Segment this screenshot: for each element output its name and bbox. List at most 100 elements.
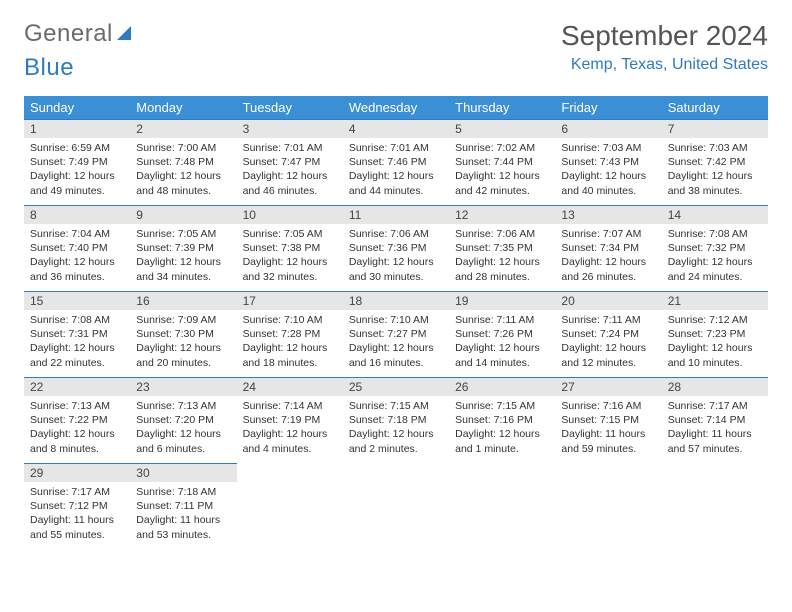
sunset-line: Sunset: 7:22 PM (30, 413, 124, 427)
daylight-line: Daylight: 12 hours and 38 minutes. (668, 169, 762, 197)
sunrise-line: Sunrise: 7:08 AM (668, 227, 762, 241)
daylight-line: Daylight: 12 hours and 12 minutes. (561, 341, 655, 369)
sunrise-line: Sunrise: 7:03 AM (668, 141, 762, 155)
daylight-line: Daylight: 11 hours and 53 minutes. (136, 513, 230, 541)
sunrise-line: Sunrise: 7:03 AM (561, 141, 655, 155)
day-body: Sunrise: 7:13 AMSunset: 7:20 PMDaylight:… (130, 396, 236, 462)
sunset-line: Sunset: 7:34 PM (561, 241, 655, 255)
day-number: 21 (662, 291, 768, 310)
daylight-line: Daylight: 12 hours and 32 minutes. (243, 255, 337, 283)
day-cell: 12Sunrise: 7:06 AMSunset: 7:35 PMDayligh… (449, 205, 555, 291)
day-number: 25 (343, 377, 449, 396)
day-cell: 11Sunrise: 7:06 AMSunset: 7:36 PMDayligh… (343, 205, 449, 291)
daylight-line: Daylight: 11 hours and 57 minutes. (668, 427, 762, 455)
sunset-line: Sunset: 7:11 PM (136, 499, 230, 513)
day-number: 10 (237, 205, 343, 224)
day-body: Sunrise: 7:10 AMSunset: 7:27 PMDaylight:… (343, 310, 449, 376)
sunrise-line: Sunrise: 7:00 AM (136, 141, 230, 155)
day-body: Sunrise: 7:12 AMSunset: 7:23 PMDaylight:… (662, 310, 768, 376)
day-cell: 30Sunrise: 7:18 AMSunset: 7:11 PMDayligh… (130, 463, 236, 549)
title-block: September 2024 Kemp, Texas, United State… (561, 20, 768, 74)
day-body: Sunrise: 7:08 AMSunset: 7:32 PMDaylight:… (662, 224, 768, 290)
sunset-line: Sunset: 7:15 PM (561, 413, 655, 427)
day-body: Sunrise: 7:16 AMSunset: 7:15 PMDaylight:… (555, 396, 661, 462)
day-cell: 28Sunrise: 7:17 AMSunset: 7:14 PMDayligh… (662, 377, 768, 463)
day-cell: 22Sunrise: 7:13 AMSunset: 7:22 PMDayligh… (24, 377, 130, 463)
daylight-line: Daylight: 12 hours and 20 minutes. (136, 341, 230, 369)
logo-word-blue: Blue (24, 54, 74, 82)
day-cell: 27Sunrise: 7:16 AMSunset: 7:15 PMDayligh… (555, 377, 661, 463)
day-number: 16 (130, 291, 236, 310)
daylight-line: Daylight: 12 hours and 26 minutes. (561, 255, 655, 283)
daylight-line: Daylight: 12 hours and 40 minutes. (561, 169, 655, 197)
sunrise-line: Sunrise: 7:12 AM (668, 313, 762, 327)
day-cell: 13Sunrise: 7:07 AMSunset: 7:34 PMDayligh… (555, 205, 661, 291)
day-body: Sunrise: 7:01 AMSunset: 7:46 PMDaylight:… (343, 138, 449, 204)
sunrise-line: Sunrise: 7:08 AM (30, 313, 124, 327)
day-cell: 24Sunrise: 7:14 AMSunset: 7:19 PMDayligh… (237, 377, 343, 463)
day-number: 1 (24, 119, 130, 138)
weekday-header: Sunday (24, 96, 130, 119)
day-body: Sunrise: 7:10 AMSunset: 7:28 PMDaylight:… (237, 310, 343, 376)
sunrise-line: Sunrise: 7:10 AM (349, 313, 443, 327)
logo-word-general: General (24, 20, 113, 48)
day-number: 14 (662, 205, 768, 224)
day-cell: 15Sunrise: 7:08 AMSunset: 7:31 PMDayligh… (24, 291, 130, 377)
sunrise-line: Sunrise: 7:04 AM (30, 227, 124, 241)
daylight-line: Daylight: 11 hours and 55 minutes. (30, 513, 124, 541)
sunrise-line: Sunrise: 7:11 AM (455, 313, 549, 327)
sunrise-line: Sunrise: 7:01 AM (349, 141, 443, 155)
daylight-line: Daylight: 12 hours and 44 minutes. (349, 169, 443, 197)
sunrise-line: Sunrise: 7:06 AM (349, 227, 443, 241)
empty-cell (555, 463, 661, 549)
day-body: Sunrise: 7:08 AMSunset: 7:31 PMDaylight:… (24, 310, 130, 376)
weekday-header: Friday (555, 96, 661, 119)
sunset-line: Sunset: 7:23 PM (668, 327, 762, 341)
empty-cell (343, 463, 449, 549)
day-cell: 25Sunrise: 7:15 AMSunset: 7:18 PMDayligh… (343, 377, 449, 463)
day-cell: 23Sunrise: 7:13 AMSunset: 7:20 PMDayligh… (130, 377, 236, 463)
day-body: Sunrise: 7:06 AMSunset: 7:36 PMDaylight:… (343, 224, 449, 290)
sunset-line: Sunset: 7:32 PM (668, 241, 762, 255)
day-body: Sunrise: 7:11 AMSunset: 7:24 PMDaylight:… (555, 310, 661, 376)
sunset-line: Sunset: 7:30 PM (136, 327, 230, 341)
day-cell: 14Sunrise: 7:08 AMSunset: 7:32 PMDayligh… (662, 205, 768, 291)
sunset-line: Sunset: 7:48 PM (136, 155, 230, 169)
sunset-line: Sunset: 7:44 PM (455, 155, 549, 169)
calendar-table: SundayMondayTuesdayWednesdayThursdayFrid… (24, 96, 768, 549)
sunset-line: Sunset: 7:39 PM (136, 241, 230, 255)
empty-cell (237, 463, 343, 549)
daylight-line: Daylight: 12 hours and 14 minutes. (455, 341, 549, 369)
day-number: 5 (449, 119, 555, 138)
weekday-header: Thursday (449, 96, 555, 119)
day-cell: 1Sunrise: 6:59 AMSunset: 7:49 PMDaylight… (24, 119, 130, 205)
day-body: Sunrise: 7:09 AMSunset: 7:30 PMDaylight:… (130, 310, 236, 376)
day-body: Sunrise: 7:15 AMSunset: 7:18 PMDaylight:… (343, 396, 449, 462)
sunset-line: Sunset: 7:46 PM (349, 155, 443, 169)
day-number: 18 (343, 291, 449, 310)
day-number: 3 (237, 119, 343, 138)
day-cell: 17Sunrise: 7:10 AMSunset: 7:28 PMDayligh… (237, 291, 343, 377)
weekday-header: Saturday (662, 96, 768, 119)
day-cell: 10Sunrise: 7:05 AMSunset: 7:38 PMDayligh… (237, 205, 343, 291)
weekday-header: Tuesday (237, 96, 343, 119)
daylight-line: Daylight: 12 hours and 16 minutes. (349, 341, 443, 369)
day-cell: 3Sunrise: 7:01 AMSunset: 7:47 PMDaylight… (237, 119, 343, 205)
weekday-header: Wednesday (343, 96, 449, 119)
day-number: 2 (130, 119, 236, 138)
day-cell: 29Sunrise: 7:17 AMSunset: 7:12 PMDayligh… (24, 463, 130, 549)
sunrise-line: Sunrise: 7:17 AM (668, 399, 762, 413)
day-cell: 4Sunrise: 7:01 AMSunset: 7:46 PMDaylight… (343, 119, 449, 205)
day-body: Sunrise: 6:59 AMSunset: 7:49 PMDaylight:… (24, 138, 130, 204)
day-body: Sunrise: 7:05 AMSunset: 7:38 PMDaylight:… (237, 224, 343, 290)
day-cell: 21Sunrise: 7:12 AMSunset: 7:23 PMDayligh… (662, 291, 768, 377)
day-number: 6 (555, 119, 661, 138)
day-body: Sunrise: 7:06 AMSunset: 7:35 PMDaylight:… (449, 224, 555, 290)
daylight-line: Daylight: 12 hours and 2 minutes. (349, 427, 443, 455)
sunset-line: Sunset: 7:31 PM (30, 327, 124, 341)
day-cell: 2Sunrise: 7:00 AMSunset: 7:48 PMDaylight… (130, 119, 236, 205)
day-number: 27 (555, 377, 661, 396)
day-number: 11 (343, 205, 449, 224)
sunset-line: Sunset: 7:18 PM (349, 413, 443, 427)
day-cell: 9Sunrise: 7:05 AMSunset: 7:39 PMDaylight… (130, 205, 236, 291)
